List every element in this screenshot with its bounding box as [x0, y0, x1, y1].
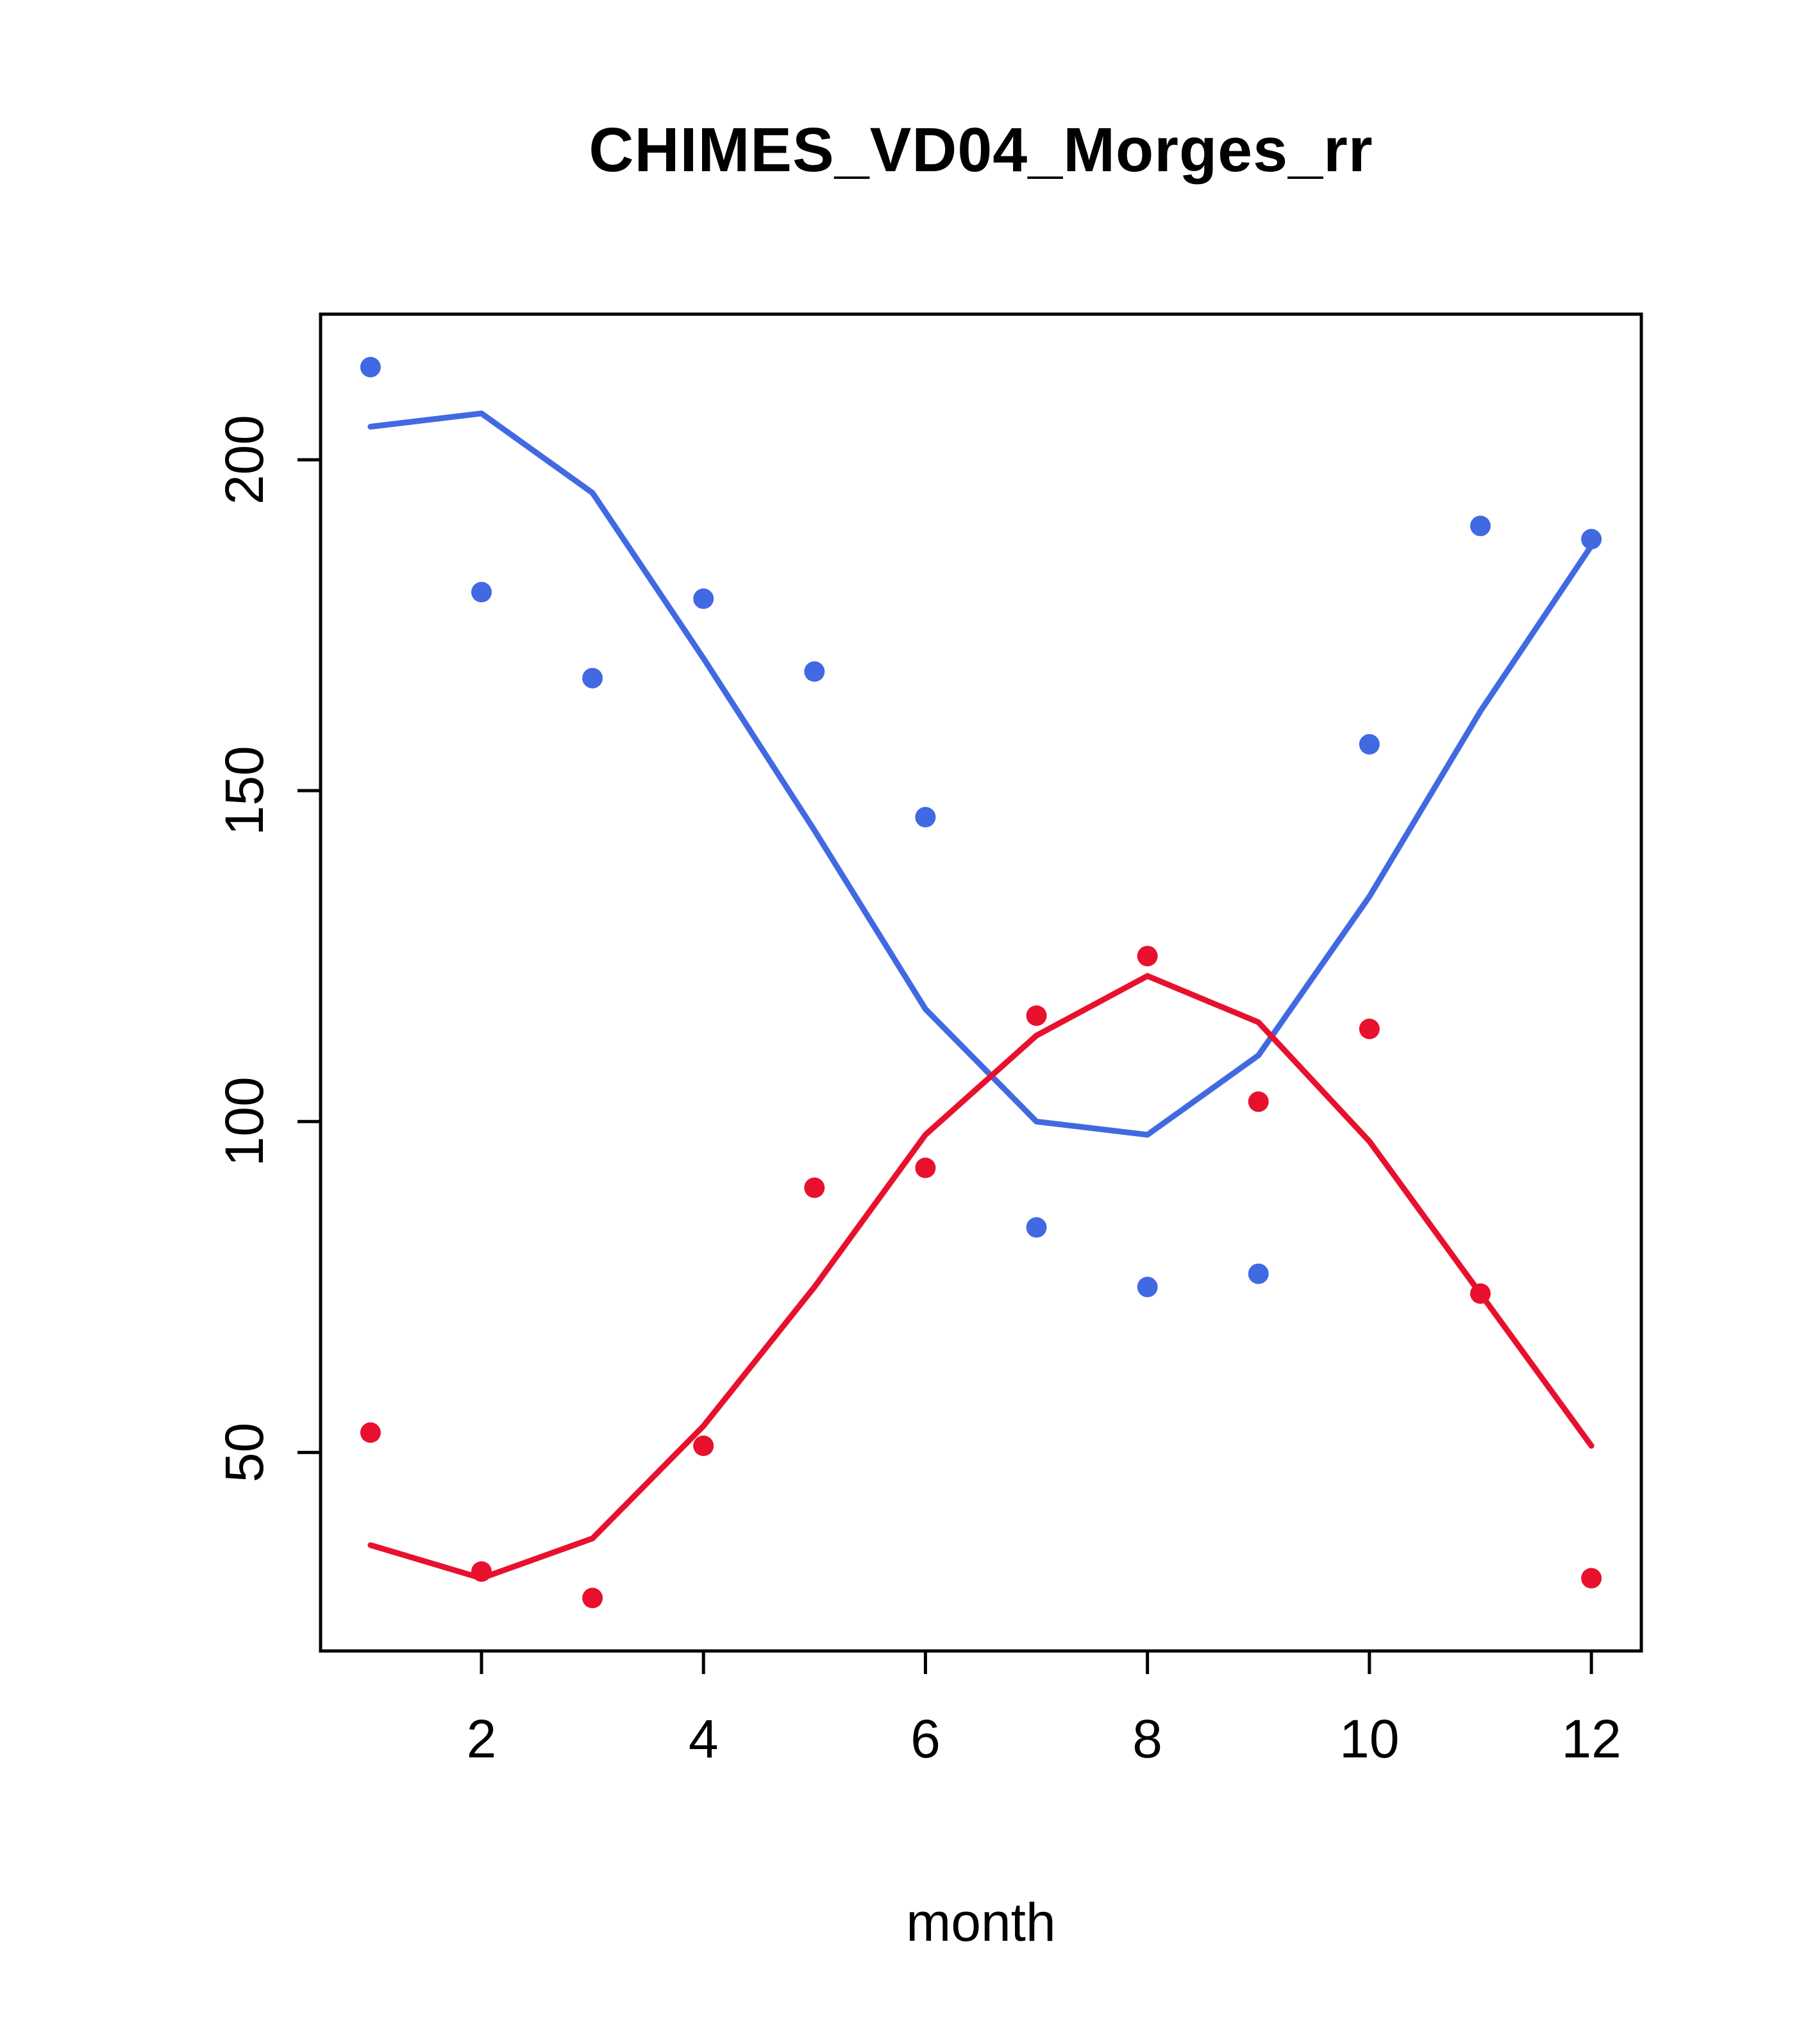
- red-points-marker: [1248, 1091, 1269, 1112]
- blue-points-marker: [915, 807, 936, 828]
- red-line-path: [367, 973, 1595, 1581]
- red-points-marker: [1470, 1283, 1491, 1304]
- x-tick-label: 12: [1561, 1709, 1621, 1769]
- y-tick-label: 150: [214, 746, 274, 835]
- red-points-marker: [1137, 946, 1158, 967]
- blue-points-marker: [1359, 733, 1380, 755]
- red-points-marker: [1359, 1018, 1380, 1039]
- red-points-marker: [804, 1177, 825, 1198]
- y-tick-label: 50: [214, 1423, 274, 1482]
- blue-points-marker: [1137, 1277, 1158, 1298]
- y-tick-label: 200: [214, 415, 274, 505]
- blue-points-marker: [1470, 515, 1491, 537]
- blue-points-marker: [1581, 528, 1602, 549]
- blue-points-marker: [1248, 1263, 1269, 1284]
- blue-points-marker: [471, 582, 492, 603]
- blue-points-marker: [582, 667, 603, 689]
- x-axis-label: month: [906, 1892, 1056, 1952]
- red-points-marker: [471, 1561, 492, 1582]
- red-points-marker: [1026, 1005, 1047, 1026]
- red-points-marker: [1581, 1568, 1602, 1589]
- x-tick-label: 10: [1339, 1709, 1399, 1769]
- blue-points-marker: [693, 588, 714, 609]
- red-points-marker: [582, 1587, 603, 1609]
- blue-line-path: [367, 410, 1595, 1138]
- x-tick-label: 6: [910, 1709, 941, 1769]
- blue-points-marker: [1026, 1217, 1047, 1238]
- plot-box: [319, 312, 1643, 1653]
- x-tick-label: 4: [689, 1709, 719, 1769]
- red-points-marker: [693, 1436, 714, 1456]
- red-points-marker: [360, 1422, 381, 1443]
- blue-points-marker: [360, 356, 381, 378]
- y-tick-label: 100: [214, 1076, 274, 1166]
- chart-title: CHIMES_VD04_Morges_rr: [589, 115, 1373, 185]
- x-tick-label: 8: [1132, 1709, 1162, 1769]
- x-tick-label: 2: [467, 1709, 497, 1769]
- blue-points-marker: [804, 661, 825, 682]
- red-points-marker: [915, 1157, 936, 1178]
